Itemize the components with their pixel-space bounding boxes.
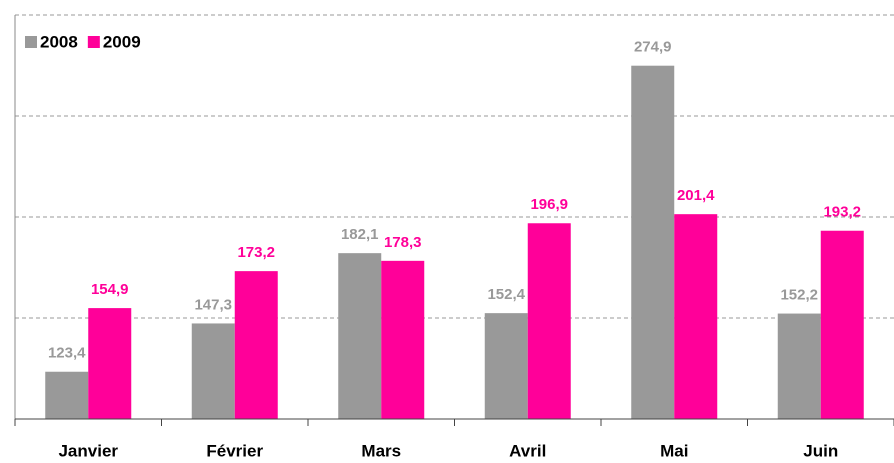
bar xyxy=(674,214,718,419)
value-label: 152,2 xyxy=(780,287,818,304)
x-tick-label: Avril xyxy=(509,441,546,460)
bar xyxy=(484,313,528,419)
bar xyxy=(527,223,571,419)
x-tick-label: Février xyxy=(206,441,263,460)
x-tick-label: Mai xyxy=(660,441,688,460)
value-label: 173,2 xyxy=(237,244,275,261)
value-label: 147,3 xyxy=(194,296,232,313)
bar xyxy=(191,323,235,419)
value-label: 152,4 xyxy=(487,286,525,303)
x-tick-label: Mars xyxy=(361,441,401,460)
legend-swatch xyxy=(87,36,100,48)
x-tick-label: Juin xyxy=(803,441,838,460)
value-label: 201,4 xyxy=(677,187,715,204)
legend-label: 2008 xyxy=(40,32,78,51)
legend-label: 2009 xyxy=(103,32,141,51)
value-label: 182,1 xyxy=(341,226,379,243)
bar xyxy=(777,313,821,419)
value-label: 123,4 xyxy=(48,345,86,362)
bar xyxy=(820,230,864,419)
bar xyxy=(45,371,89,419)
bar xyxy=(88,308,132,419)
bar xyxy=(631,65,675,420)
bar xyxy=(381,260,425,419)
x-tick-label: Janvier xyxy=(58,441,118,460)
value-label: 154,9 xyxy=(91,281,129,298)
value-label: 196,9 xyxy=(530,196,568,213)
value-label: 193,2 xyxy=(823,204,861,221)
value-label: 178,3 xyxy=(384,234,422,251)
bar xyxy=(338,253,382,419)
bar xyxy=(234,271,278,419)
legend-swatch xyxy=(25,36,37,48)
value-label: 274,9 xyxy=(634,39,672,56)
